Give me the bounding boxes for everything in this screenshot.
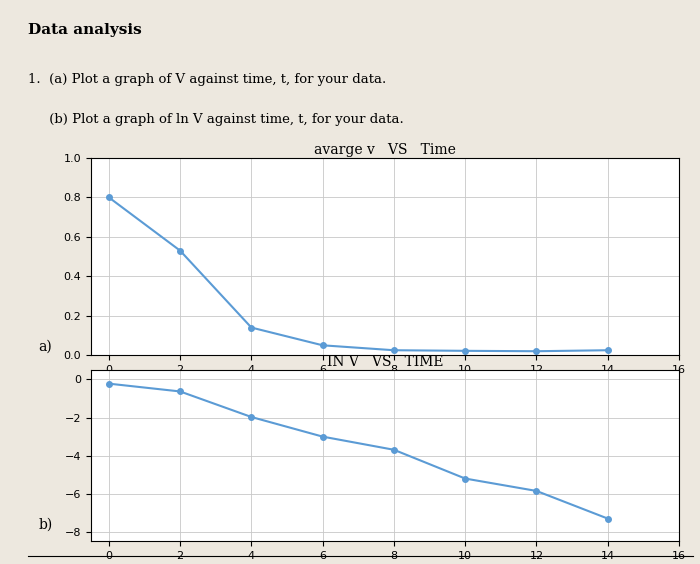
Title: IN V   VS   TIME: IN V VS TIME — [327, 355, 443, 369]
Text: (b) Plot a graph of ln V against time, t, for your data.: (b) Plot a graph of ln V against time, t… — [28, 113, 404, 126]
Title: avarge v   VS   Time: avarge v VS Time — [314, 143, 456, 157]
Text: Data analysis: Data analysis — [28, 23, 141, 37]
Text: b): b) — [38, 518, 52, 531]
Text: a): a) — [38, 340, 52, 354]
Text: 1.  (a) Plot a graph of V against time, t, for your data.: 1. (a) Plot a graph of V against time, t… — [28, 73, 386, 86]
